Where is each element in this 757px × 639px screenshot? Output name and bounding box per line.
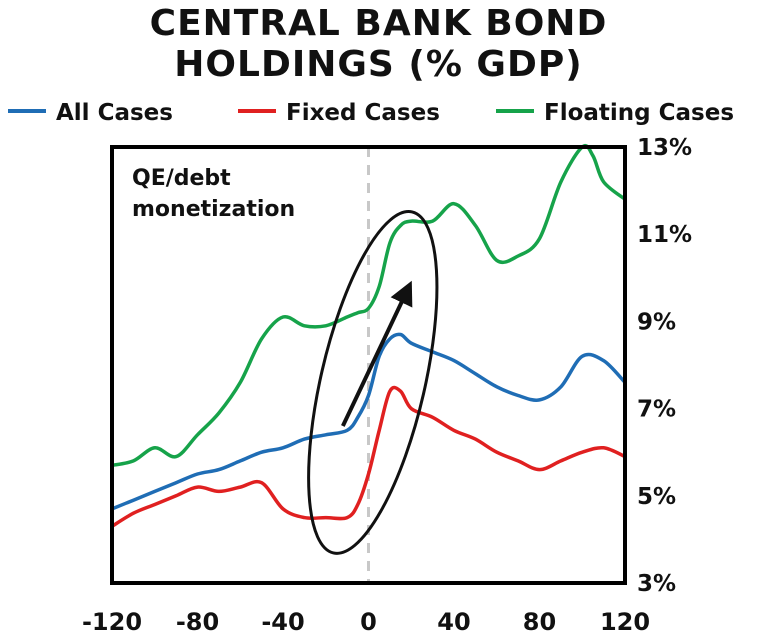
- x-tick-label: 120: [600, 608, 650, 636]
- y-tick-label: 13%: [637, 135, 692, 161]
- x-tick-label: 80: [523, 608, 556, 636]
- x-tick-label: -80: [176, 608, 219, 636]
- y-tick-label: 3%: [637, 571, 676, 597]
- y-tick-label: 7%: [637, 397, 676, 423]
- legend-label-floating-cases: Floating Cases: [544, 100, 734, 126]
- trend-arrow: [341, 280, 413, 427]
- series-line-floating-cases: [110, 143, 627, 468]
- series-line-fixed-cases: [110, 385, 627, 529]
- legend-label-fixed-cases: Fixed Cases: [286, 100, 440, 126]
- highlight-ellipse: [307, 210, 439, 555]
- x-tick-label: 40: [437, 608, 470, 636]
- chart-title: CENTRAL BANK BOND: [149, 3, 608, 44]
- plot-frame: [110, 145, 627, 585]
- y-tick-label: 5%: [637, 484, 676, 510]
- y-tick-label: 9%: [637, 309, 676, 335]
- series-line-all-cases: [110, 332, 627, 511]
- legend-label-all-cases: All Cases: [56, 100, 173, 126]
- y-tick-label: 11%: [637, 222, 692, 248]
- x-tick-label: 0: [360, 608, 377, 636]
- x-tick-label: -40: [261, 608, 304, 636]
- x-tick-label: -120: [82, 608, 142, 636]
- chart-subtitle: HOLDINGS (% GDP): [174, 44, 583, 85]
- annotation-line: monetization: [132, 197, 295, 222]
- annotation-line: QE/debt: [132, 166, 231, 191]
